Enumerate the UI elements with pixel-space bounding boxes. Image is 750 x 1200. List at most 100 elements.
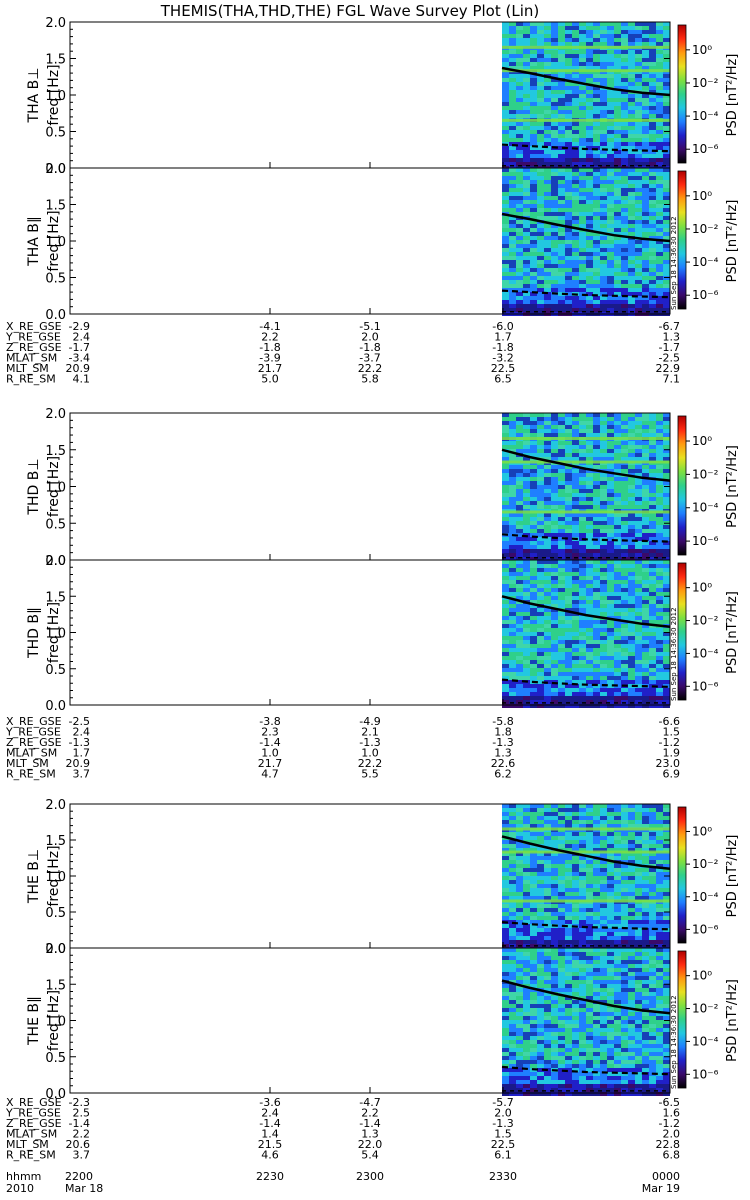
spectrogram-cell: [530, 224, 537, 228]
spectrogram-cell: [628, 50, 635, 54]
spectrogram-cell: [642, 196, 649, 200]
spectrogram-cell: [663, 576, 670, 580]
spectrogram-cell: [544, 1080, 551, 1084]
spectrogram-cell: [642, 192, 649, 196]
spectrogram-cell: [642, 560, 649, 564]
panel-yunit: freq [Hz]: [46, 64, 62, 125]
spectrogram-cell: [523, 54, 530, 58]
spectrogram-cell: [530, 604, 537, 608]
spectrogram-cell: [663, 138, 670, 142]
spectrogram-cell: [565, 276, 572, 280]
spectrogram-cell: [558, 529, 565, 533]
spectrogram-cell: [565, 497, 572, 501]
spectrogram-cell: [565, 521, 572, 525]
spectrogram-cell: [509, 592, 516, 596]
spectrogram-cell: [586, 652, 593, 656]
spectrogram-cell: [516, 90, 523, 94]
spectrogram-cell: [635, 126, 642, 130]
spectrogram-cell: [558, 545, 565, 549]
spectrogram-cell: [607, 252, 614, 256]
spectrogram-cell: [614, 433, 621, 437]
spectrogram-cell: [649, 413, 656, 417]
spectrogram-cell: [551, 38, 558, 42]
spectrogram-cell: [663, 433, 670, 437]
spectrogram-cell: [614, 604, 621, 608]
spectrogram-cell: [530, 208, 537, 212]
colorbar-tick-label: 10⁻²: [692, 467, 719, 481]
spectrogram-cell: [572, 142, 579, 146]
spectrogram-cell: [600, 692, 607, 696]
spectrogram-cell: [502, 557, 509, 561]
spectrogram-cell: [551, 684, 558, 688]
spectrogram-cell: [621, 628, 628, 632]
spectrogram-cell: [628, 525, 635, 529]
spectrogram-cell: [628, 94, 635, 98]
spectrogram-cell: [614, 260, 621, 264]
spectrogram-cell: [530, 848, 537, 852]
spectrogram-cell: [621, 537, 628, 541]
spectrogram-cell: [628, 106, 635, 110]
spectrogram-cell: [607, 94, 614, 98]
spectrogram-cell: [663, 804, 670, 808]
spectrogram-cell: [593, 632, 600, 636]
spectrogram-cell: [516, 580, 523, 584]
spectrogram-cell: [635, 856, 642, 860]
spectrogram-cell: [516, 1016, 523, 1020]
spectrogram-cell: [600, 896, 607, 900]
spectrogram-cell: [607, 192, 614, 196]
spectrogram-cell: [572, 240, 579, 244]
spectrogram-cell: [579, 600, 586, 604]
spectrogram-cell: [635, 260, 642, 264]
spectrogram-cell: [586, 473, 593, 477]
spectrogram-cell: [530, 485, 537, 489]
spectrogram-cell: [572, 26, 579, 30]
spectrogram-cell: [628, 664, 635, 668]
spectrogram-cell: [579, 106, 586, 110]
spectrogram-cell: [586, 820, 593, 824]
spectrogram-cell: [551, 1052, 558, 1056]
spectrogram-cell: [544, 948, 551, 952]
spectrogram-cell: [516, 228, 523, 232]
spectrogram-cell: [558, 928, 565, 932]
spectrogram-cell: [607, 864, 614, 868]
spectrogram-cell: [572, 74, 579, 78]
spectrogram-cell: [558, 576, 565, 580]
spectrogram-cell: [579, 208, 586, 212]
spectrogram-cell: [593, 936, 600, 940]
spectrogram-cell: [565, 421, 572, 425]
spectrogram-cell: [586, 200, 593, 204]
spectrogram-cell: [607, 888, 614, 892]
spectrogram-cell: [656, 236, 663, 240]
spectrogram-cell: [530, 146, 537, 150]
spectrogram-cell: [516, 505, 523, 509]
spectrogram-cell: [565, 150, 572, 154]
spectrogram-cell: [502, 102, 509, 106]
spectrogram-cell: [572, 82, 579, 86]
spectrogram-cell: [663, 808, 670, 812]
spectrogram-cell: [663, 22, 670, 26]
spectrogram-cell: [516, 413, 523, 417]
spectrogram-cell: [656, 820, 663, 824]
spectrogram-cell: [579, 636, 586, 640]
spectrogram-cell: [663, 580, 670, 584]
spectrogram-cell: [663, 513, 670, 517]
spectrogram-cell: [607, 620, 614, 624]
spectrogram-cell: [593, 876, 600, 880]
spectrogram-cell: [600, 636, 607, 640]
spectrogram-cell: [642, 856, 649, 860]
spectrogram-cell: [509, 142, 516, 146]
spectrogram-cell: [656, 196, 663, 200]
spectrogram-cell: [572, 920, 579, 924]
spectrogram-cell: [600, 676, 607, 680]
spectrogram-cell: [635, 872, 642, 876]
spectrogram-cell: [649, 588, 656, 592]
y-tick-label: 1.5: [45, 590, 66, 605]
spectrogram-cell: [621, 600, 628, 604]
spectrogram-cell: [551, 1012, 558, 1016]
spectrogram-cell: [586, 936, 593, 940]
spectrogram-cell: [656, 549, 663, 553]
spectrogram-cell: [600, 612, 607, 616]
spectrogram-cell: [600, 204, 607, 208]
spectrogram-cell: [509, 134, 516, 138]
spectrogram-cell: [663, 533, 670, 537]
